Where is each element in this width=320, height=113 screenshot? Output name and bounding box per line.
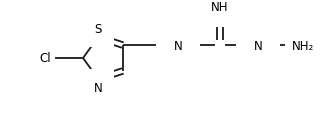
Text: Cl: Cl [39, 52, 51, 65]
Text: NH: NH [211, 1, 228, 14]
Text: N: N [253, 39, 262, 52]
Text: N: N [173, 39, 182, 52]
Text: S: S [94, 23, 102, 36]
Text: N: N [94, 81, 103, 94]
Text: NH₂: NH₂ [292, 39, 314, 52]
